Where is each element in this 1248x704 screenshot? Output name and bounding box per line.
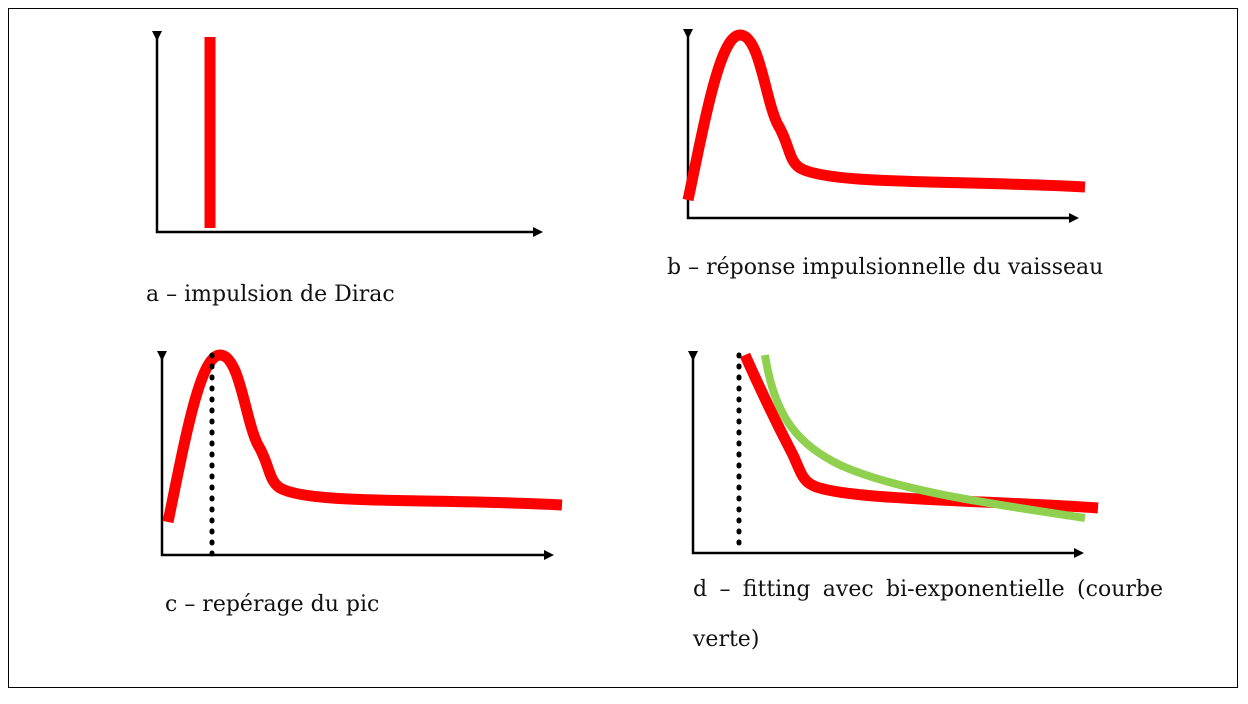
frame bbox=[8, 8, 1238, 688]
axes bbox=[152, 29, 1084, 560]
caption: d – fitting avec bi-exponentielle (courb… bbox=[693, 577, 1163, 652]
impulse-response bbox=[162, 349, 563, 524]
impulse-response bbox=[682, 29, 1086, 202]
caption: c – repérage du pic bbox=[165, 592, 380, 617]
caption: b – réponse impulsionnelle du vaisseau bbox=[667, 255, 1104, 280]
biexp-fit bbox=[761, 354, 1086, 522]
caption: a – impulsion de Dirac bbox=[146, 282, 395, 307]
